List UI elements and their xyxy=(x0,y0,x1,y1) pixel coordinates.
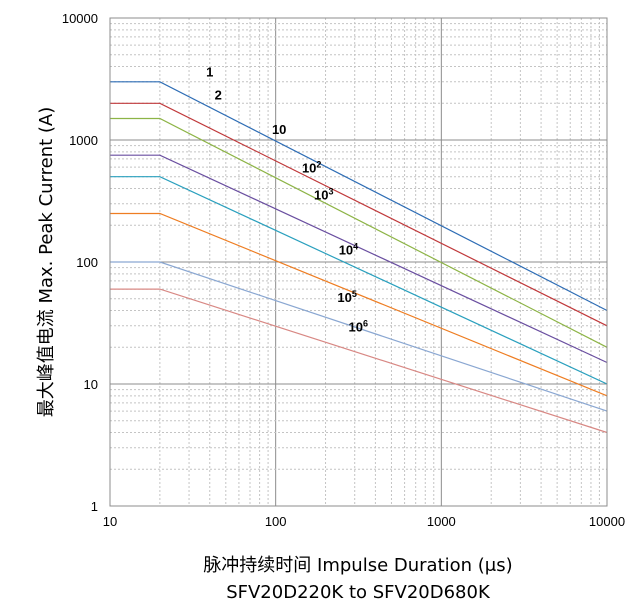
grid xyxy=(109,18,607,507)
curve-label-7: 105 xyxy=(337,289,356,305)
series-line-1 xyxy=(110,81,608,312)
x-tick-label: 10 xyxy=(103,514,117,529)
series-lines xyxy=(110,81,608,434)
series-line-8 xyxy=(110,288,608,434)
series-line-4 xyxy=(110,154,608,364)
y-tick-label: 1000 xyxy=(69,133,98,148)
series-line-5 xyxy=(110,176,608,385)
curve-label-5: 103 xyxy=(314,187,333,203)
series-line-3 xyxy=(110,117,608,348)
y-tick-label: 1 xyxy=(91,499,98,514)
curve-label-2: 2 xyxy=(215,87,222,102)
series-line-6 xyxy=(110,212,608,397)
y-axis-title: 最大峰值电流 Max. Peak Current (A) xyxy=(36,107,57,418)
curve-label-3: 10 xyxy=(272,122,286,137)
series-line-7 xyxy=(110,261,608,412)
x-tick-label: 100 xyxy=(265,514,287,529)
axis-ticks: 10 100 1000 10000 1 10 100 1000 10000 xyxy=(62,11,625,529)
curve-label-6: 104 xyxy=(339,242,358,258)
curve-label-4: 102 xyxy=(302,160,321,176)
y-tick-label: 10000 xyxy=(62,11,98,26)
curve-labels: 12 10 102 103 104 105 106 xyxy=(206,65,368,335)
series-line-2 xyxy=(110,102,608,327)
x-tick-label: 10000 xyxy=(589,514,625,529)
y-tick-label: 100 xyxy=(76,255,98,270)
x-axis-title: 脉冲持续时间 Impulse Duration (μs) xyxy=(203,555,512,576)
curve-label-1: 1 xyxy=(206,65,213,80)
x-tick-label: 1000 xyxy=(427,514,456,529)
y-tick-label: 10 xyxy=(84,377,98,392)
plot-frame xyxy=(109,17,608,507)
chart-subtitle: SFV20D220K to SFV20D680K xyxy=(226,582,491,603)
curve-label-8: 106 xyxy=(348,318,367,334)
